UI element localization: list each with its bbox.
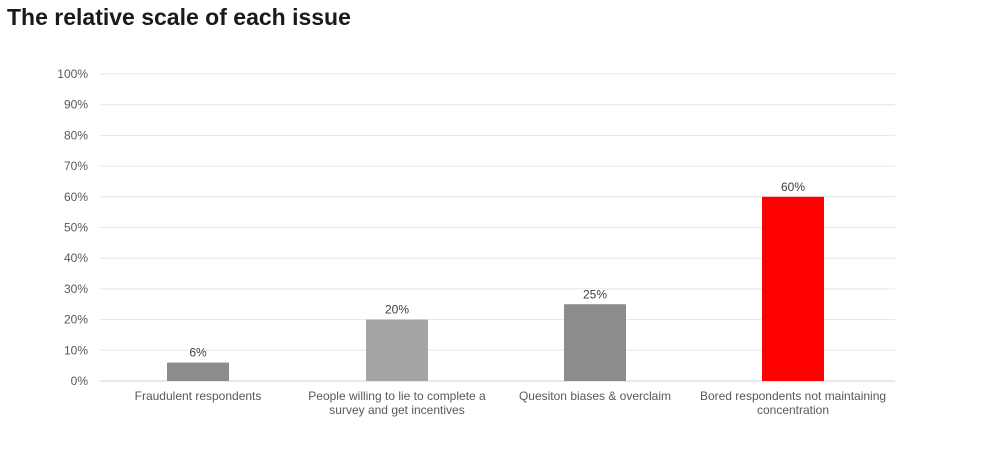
- category-label: People willing to lie to complete a: [308, 389, 486, 403]
- bar: [564, 304, 626, 381]
- data-labels: 6% 20% 25% 60%: [189, 180, 805, 360]
- chart-title: The relative scale of each issue: [7, 4, 351, 30]
- category-label: survey and get incentives: [329, 403, 464, 417]
- gridlines: [100, 73, 895, 382]
- y-tick-label: 10%: [64, 343, 88, 357]
- y-tick-label: 90%: [64, 98, 88, 112]
- y-tick-label: 60%: [64, 190, 88, 204]
- bar: [167, 362, 229, 381]
- y-tick-label: 0%: [71, 374, 89, 388]
- bar: [762, 196, 824, 381]
- data-label: 25%: [583, 287, 607, 301]
- y-tick-label: 20%: [64, 313, 88, 327]
- y-tick-label: 100%: [57, 67, 88, 81]
- y-tick-label: 30%: [64, 282, 88, 296]
- data-label: 20%: [385, 303, 409, 317]
- data-label: 6%: [189, 346, 207, 360]
- category-label: Quesiton biases & overclaim: [519, 389, 671, 403]
- bar: [366, 319, 428, 381]
- y-axis-ticks: 0% 10% 20% 30% 40% 50% 60% 70% 80% 90% 100%: [57, 67, 88, 388]
- bars: [167, 196, 824, 381]
- y-tick-label: 40%: [64, 251, 88, 265]
- y-tick-label: 70%: [64, 159, 88, 173]
- y-tick-label: 50%: [64, 221, 88, 235]
- data-label: 60%: [781, 180, 805, 194]
- category-label: Fraudulent respondents: [135, 389, 262, 403]
- category-label: Bored respondents not maintaining: [700, 389, 886, 403]
- category-labels: Fraudulent respondents People willing to …: [135, 389, 886, 417]
- y-tick-label: 80%: [64, 128, 88, 142]
- category-label: concentration: [757, 403, 829, 417]
